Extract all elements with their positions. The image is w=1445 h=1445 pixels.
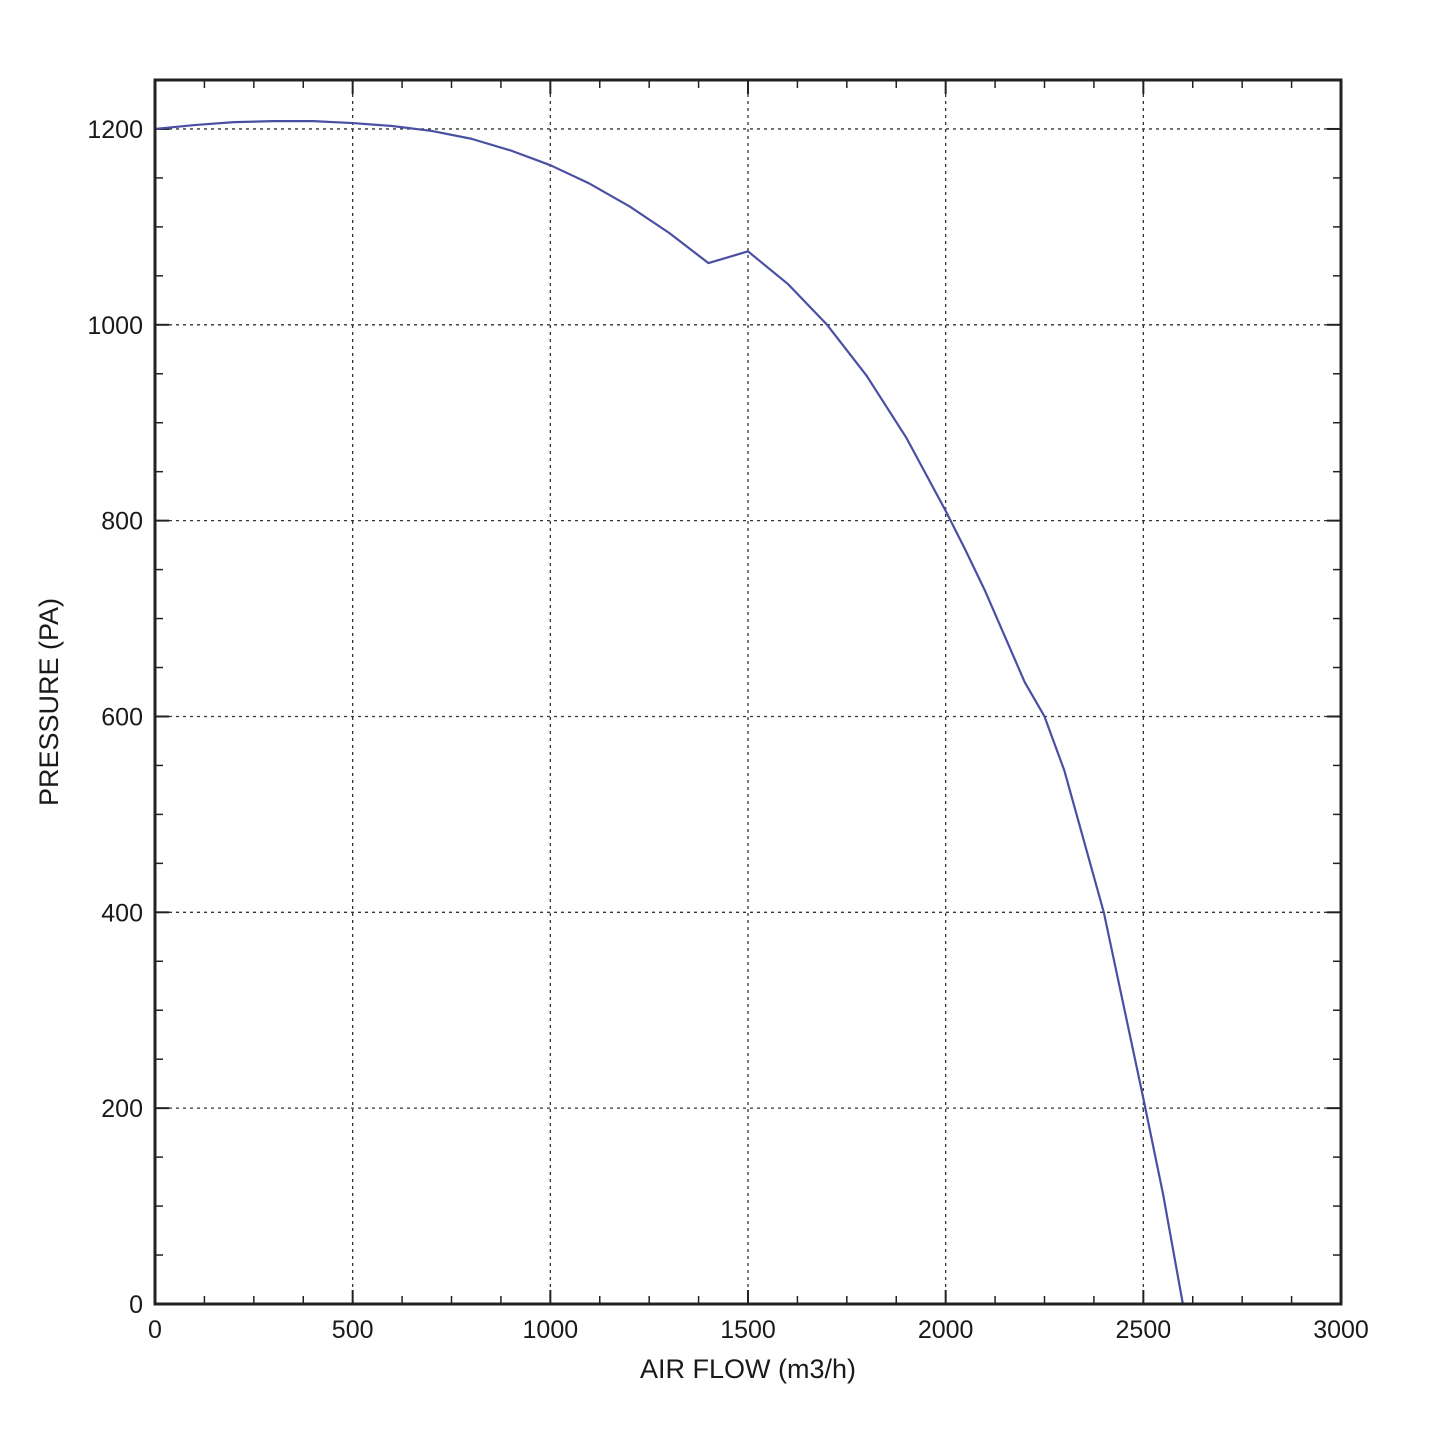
- y-tick-label: 1000: [87, 312, 143, 340]
- x-tick-label: 3000: [1313, 1316, 1369, 1344]
- tick-labels-layer: 0 500 1000 1500 2000 2500 3000 0 200 400 600 800 100…: [87, 116, 1368, 1344]
- plot-frame: [153, 78, 1343, 1306]
- x-tick-label: 1000: [523, 1316, 579, 1344]
- y-tick-label: 0: [129, 1291, 143, 1319]
- y-tick-label: 800: [101, 508, 143, 536]
- series-line-0: [154, 120, 1184, 1305]
- x-tick-label: 2500: [1116, 1316, 1172, 1344]
- x-tick-label: 500: [332, 1316, 374, 1344]
- x-tick-label: 2000: [918, 1316, 974, 1344]
- x-tick-label: 0: [148, 1316, 162, 1344]
- x-tick-label: 1500: [720, 1316, 776, 1344]
- grid-layer: [155, 80, 1341, 1304]
- y-tick-label: 200: [101, 1095, 143, 1123]
- y-axis-label: PRESSURE (PA): [34, 598, 64, 806]
- series-layer: [154, 120, 1184, 1305]
- y-tick-label: 400: [101, 899, 143, 927]
- x-axis-label: AIR FLOW (m3/h): [640, 1354, 856, 1384]
- y-tick-label: 600: [101, 703, 143, 731]
- y-tick-label: 1200: [87, 116, 143, 144]
